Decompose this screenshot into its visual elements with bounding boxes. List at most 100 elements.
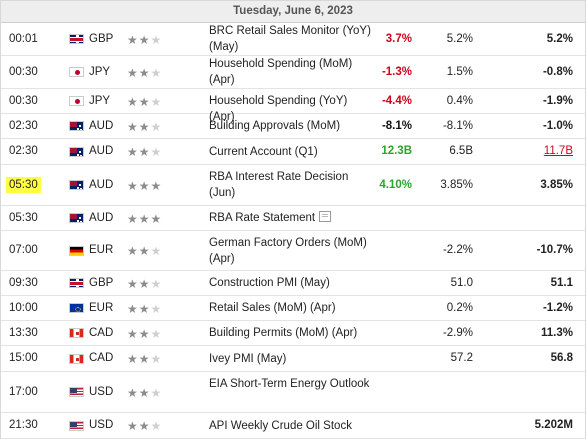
event-row[interactable]: 05:30 AUD ★★★ RBA Rate Statement	[1, 206, 585, 231]
star-icon: ★	[138, 326, 151, 341]
star-icon: ★	[127, 32, 139, 47]
star-icon: ★	[127, 244, 139, 258]
impact-stars: ★★★	[127, 352, 162, 366]
aud-flag-icon	[69, 121, 84, 131]
event-row[interactable]: 02:30 AUD ★★★ Current Account (Q1) 12.3B 6.5B…	[1, 139, 585, 165]
actual-value: -8.1%	[381, 119, 412, 132]
event-time: 00:30	[9, 95, 38, 107]
star-icon: ★	[127, 94, 139, 109]
event-row[interactable]: 21:30 USD ★★★ API Weekly Crude Oil Stock 5.2…	[1, 413, 585, 439]
event-name-link[interactable]: Building Permits (MoM) (Apr)	[209, 325, 374, 341]
event-name-link[interactable]: API Weekly Crude Oil Stock	[209, 418, 374, 434]
event-row[interactable]: 00:30 JPY ★★★ Household Spending (MoM) (Apr…	[1, 56, 585, 89]
impact-stars: ★★★	[127, 327, 162, 341]
event-row[interactable]: 13:30 CAD ★★★ Building Permits (MoM) (Apr) -…	[1, 321, 585, 346]
event-row[interactable]: 07:00 EUR ★★★ German Factory Orders (MoM) (…	[1, 231, 585, 271]
jpy-flag-icon	[69, 96, 84, 106]
event-name-text: Household Spending (MoM) (Apr)	[209, 58, 353, 86]
impact-stars: ★★★	[127, 179, 162, 193]
event-name-link[interactable]: Construction PMI (May)	[209, 275, 374, 291]
day-header: Tuesday, June 6, 2023	[1, 0, 585, 23]
star-icon: ★	[150, 419, 163, 433]
star-icon: ★	[138, 94, 151, 109]
event-name-link[interactable]: RBA Rate Statement	[209, 210, 374, 226]
event-name-text: Building Permits (MoM) (Apr)	[209, 327, 358, 339]
star-icon: ★	[127, 326, 139, 341]
currency-code: EUR	[89, 301, 114, 314]
event-name-link[interactable]: BRC Retail Sales Monitor (YoY) (May)	[209, 23, 374, 55]
aud-flag-icon	[69, 146, 84, 157]
event-time: 10:00	[9, 302, 38, 314]
previous-value: -1.9%	[542, 94, 573, 107]
event-row[interactable]: 17:00 USD ★★★ EIA Short-Term Energy Outlook	[1, 372, 585, 413]
event-time: 21:30	[9, 419, 38, 431]
currency-code: GBP	[89, 276, 114, 289]
currency-code: USD	[89, 385, 114, 398]
event-name-link[interactable]: Current Account (Q1)	[209, 144, 374, 160]
event-name-link[interactable]: Building Approvals (MoM)	[209, 118, 374, 134]
jpy-flag-icon	[69, 67, 84, 77]
previous-value: 3.85%	[540, 178, 573, 191]
previous-value: 51.1	[550, 276, 573, 289]
event-row[interactable]: 10:00 EUR ★★★ Retail Sales (MoM) (Apr) 0.2% -…	[1, 296, 585, 321]
star-icon: ★	[138, 145, 151, 159]
document-icon[interactable]	[319, 211, 332, 222]
event-row[interactable]: 09:30 GBP ★★★ Construction PMI (May) 51.0 51.…	[1, 271, 585, 296]
event-time: 13:30	[9, 327, 38, 339]
cad-flag-icon	[69, 353, 84, 364]
forecast-value: 6.5B	[449, 145, 473, 157]
cad-flag-icon	[69, 328, 84, 338]
actual-value: -4.4%	[381, 94, 412, 107]
star-icon: ★	[150, 244, 163, 258]
event-time-text: 10:00	[9, 301, 38, 314]
previous-value: 11.3%	[541, 326, 573, 339]
event-name-link[interactable]: Ivey PMI (May)	[209, 351, 374, 367]
currency-code: GBP	[89, 32, 114, 45]
star-icon: ★	[127, 352, 139, 366]
eur-flag-icon	[69, 245, 84, 256]
forecast-value: 51.0	[450, 276, 473, 289]
impact-stars: ★★★	[127, 302, 162, 316]
star-icon: ★	[127, 119, 139, 134]
event-time-text: 17:00	[9, 385, 38, 398]
star-icon: ★	[150, 211, 163, 226]
impact-stars: ★★★	[127, 244, 162, 258]
event-row[interactable]: 05:30 AUD ★★★ RBA Interest Rate Decision (J…	[1, 165, 585, 206]
star-icon: ★	[150, 119, 163, 134]
event-time: 15:00	[9, 352, 38, 364]
actual-value: -1.3%	[381, 65, 412, 78]
event-name-link[interactable]: Household Spending (YoY) (Apr)	[209, 93, 374, 125]
event-row[interactable]: 15:00 CAD ★★★ Ivey PMI (May) 57.2 56.8	[1, 346, 585, 372]
event-row[interactable]: 00:30 JPY ★★★ Household Spending (YoY) (Apr…	[1, 89, 585, 123]
event-name-link[interactable]: Household Spending (MoM) (Apr)	[209, 56, 374, 88]
actual-value: 4.10%	[379, 178, 412, 191]
event-name-text: BRC Retail Sales Monitor (YoY) (May)	[209, 25, 371, 53]
star-icon: ★	[138, 211, 151, 226]
event-time: 09:30	[9, 277, 38, 289]
star-icon: ★	[138, 301, 151, 316]
forecast-value: -8.1%	[442, 119, 473, 132]
star-icon: ★	[150, 178, 163, 193]
currency-code: JPY	[89, 65, 111, 78]
event-name-text: EIA Short-Term Energy Outlook	[209, 378, 370, 390]
event-row[interactable]: 00:01 GBP ★★★ BRC Retail Sales Monitor (YoY…	[1, 23, 585, 56]
previous-value: -10.7%	[536, 244, 573, 256]
forecast-value: 0.2%	[446, 301, 473, 314]
event-time-text: 00:30	[9, 65, 38, 78]
previous-value[interactable]: 11.7B	[543, 145, 573, 157]
star-icon: ★	[138, 385, 151, 400]
usd-flag-icon	[69, 420, 84, 431]
aud-flag-icon	[69, 180, 84, 190]
event-row[interactable]: 02:30 AUD ★★★ Building Approvals (MoM) -8.1%…	[1, 114, 585, 139]
event-name-link[interactable]: RBA Interest Rate Decision (Jun)	[209, 169, 374, 201]
event-name-text: Household Spending (YoY) (Apr)	[209, 95, 348, 123]
event-name-link[interactable]: Retail Sales (MoM) (Apr)	[209, 300, 374, 316]
event-name-link[interactable]: German Factory Orders (MoM) (Apr)	[209, 235, 374, 267]
impact-stars: ★★★	[127, 66, 162, 80]
event-name-text: Construction PMI (May)	[209, 277, 330, 289]
event-name-link[interactable]: EIA Short-Term Energy Outlook	[209, 376, 374, 392]
event-time-text: 07:00	[9, 244, 38, 256]
star-icon: ★	[138, 276, 151, 291]
event-name-text: RBA Rate Statement	[209, 212, 316, 224]
forecast-value: 5.2%	[446, 32, 473, 45]
